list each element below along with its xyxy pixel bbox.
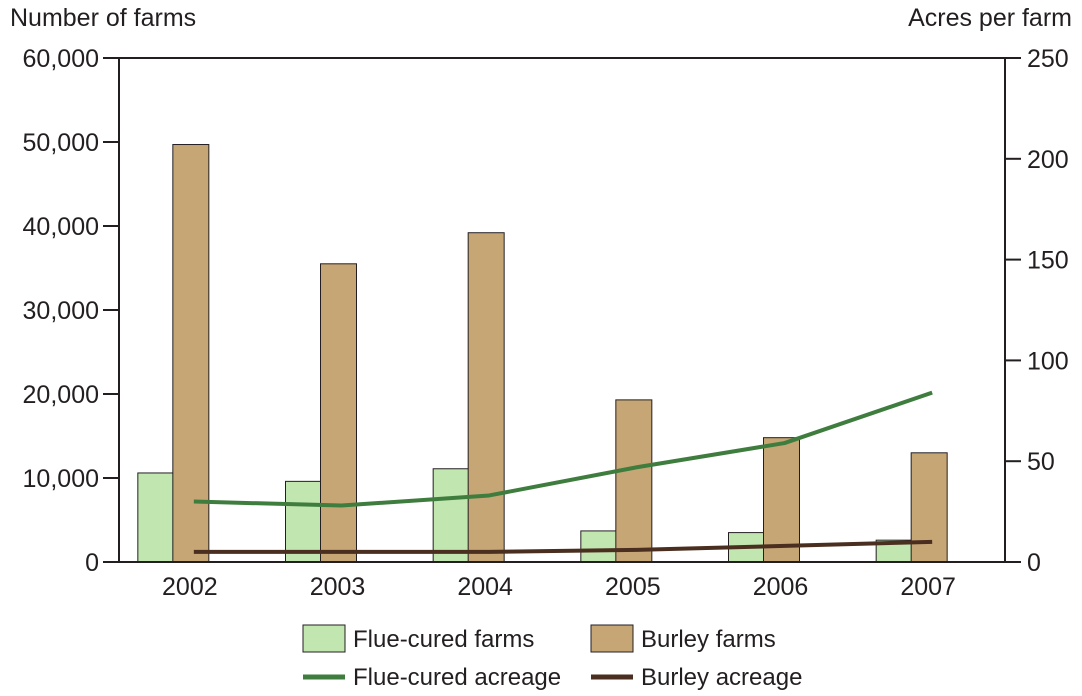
- x-tick-label-2006: 2006: [753, 573, 809, 601]
- bar-flue-cured-farms-2002: [137, 472, 175, 563]
- bar-burley-farms-2006: [763, 437, 800, 563]
- right-tick-label: 0: [1027, 549, 1041, 577]
- left-tick-label: 60,000: [23, 45, 99, 73]
- legend-burley-acreage-label: Burley acreage: [641, 664, 802, 691]
- right-tick-label: 250: [1027, 45, 1069, 73]
- right-tick-label: 200: [1027, 146, 1069, 174]
- bar-burley-farms-2004: [467, 232, 505, 563]
- bar-burley-farms-2002: [172, 144, 210, 563]
- left-tick-label: 10,000: [23, 465, 99, 493]
- right-tick-label: 150: [1027, 247, 1069, 275]
- legend-burley-farms-label: Burley farms: [641, 626, 776, 653]
- bar-burley-farms-2005: [615, 399, 653, 563]
- left-tick-label: 40,000: [23, 213, 99, 241]
- right-axis-title: Acres per farm: [908, 4, 1072, 32]
- left-axis-title: Number of farms: [10, 4, 197, 32]
- left-tick-label: 30,000: [23, 297, 99, 325]
- plot-frame: [118, 57, 1006, 563]
- left-tick-label: 0: [85, 549, 99, 577]
- x-tick-label-2005: 2005: [605, 573, 661, 601]
- legend-flue-cured-acreage-label: Flue-cured acreage: [353, 664, 561, 691]
- x-tick-label-2002: 2002: [162, 573, 218, 601]
- line-flue-cured-acreage: [193, 390, 933, 508]
- bar-flue-cured-farms-2003: [285, 480, 322, 563]
- bar-burley-farms-2007: [910, 452, 948, 563]
- legend-flue-cured-farms-label: Flue-cured farms: [353, 626, 534, 653]
- right-tick-label: 100: [1027, 347, 1069, 375]
- x-tick-label-2004: 2004: [457, 573, 513, 601]
- x-tick-label-2003: 2003: [310, 573, 366, 601]
- legend-flue-cured-farms-swatch: [302, 624, 346, 653]
- legend-burley-farms-swatch: [590, 624, 634, 653]
- x-tick-label-2007: 2007: [900, 573, 956, 601]
- bar-flue-cured-farms-2005: [580, 530, 618, 563]
- left-tick-label: 50,000: [23, 129, 99, 157]
- bar-flue-cured-farms-2004: [432, 468, 470, 563]
- left-tick-label: 20,000: [23, 381, 99, 409]
- right-tick-label: 50: [1027, 448, 1055, 476]
- bar-burley-farms-2003: [320, 263, 357, 563]
- line-burley-acreage: [193, 539, 933, 554]
